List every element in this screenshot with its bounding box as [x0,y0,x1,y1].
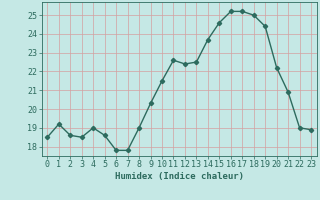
X-axis label: Humidex (Indice chaleur): Humidex (Indice chaleur) [115,172,244,181]
